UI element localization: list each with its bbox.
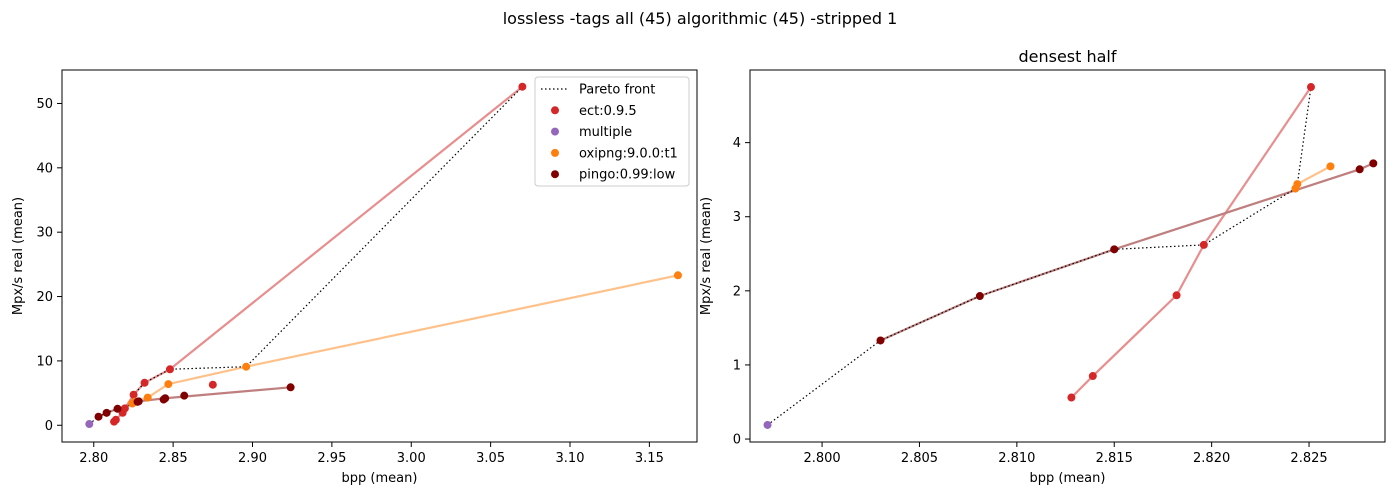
data-point-pingo-0-99-low [94,412,103,421]
plot-title: densest half [1018,47,1116,66]
y-tick-label: 10 [36,354,53,369]
data-point-oxipng-9-0-0-t1 [242,362,251,371]
x-tick-label: 2.805 [901,451,938,466]
data-point-oxipng-9-0-0-t1 [1293,180,1302,189]
data-point-pingo-0-99-low [113,404,122,413]
x-tick-label: 2.825 [1290,451,1327,466]
data-point-pingo-0-99-low [1369,159,1378,168]
plot-data [85,82,682,429]
legend-label: pingo:0.99:low [579,168,676,183]
data-point-oxipng-9-0-0-t1 [143,393,152,402]
y-tick-label: 0 [45,419,53,434]
y-tick-label: 0 [733,433,741,448]
y-axis-label: Mpx/s real (mean) [699,197,714,315]
pareto-front-line [767,86,1312,426]
data-point-pingo-0-99-low [876,336,885,345]
data-point-ect-0-9-5 [129,390,138,399]
legend-swatch-pingo-0-99-low [551,170,559,179]
data-point-ect-0-9-5 [1067,393,1076,402]
legend-label: Pareto front [579,83,655,98]
data-point-pingo-0-99-low [159,395,168,404]
data-point-ect-0-9-5 [518,82,527,91]
data-point-pingo-0-99-low [102,408,111,417]
x-tick-label: 3.10 [556,451,585,466]
x-tick-label: 3.00 [397,451,426,466]
data-point-ect-0-9-5 [120,404,129,413]
data-point-pingo-0-99-low [286,383,295,392]
series-line-ect-0-9-5 [1070,85,1313,399]
legend-swatch-multiple [551,127,559,136]
data-point-pingo-0-99-low [975,292,984,301]
data-point-multiple [85,420,94,429]
data-point-pingo-0-99-low [134,397,143,406]
data-point-ect-0-9-5 [1199,240,1208,249]
y-tick-label: 1 [733,358,741,373]
x-axis-label: bpp (mean) [342,471,418,486]
y-tick-label: 50 [36,97,53,112]
series-line-pingo-0-99-low [97,386,292,418]
data-point-oxipng-9-0-0-t1 [164,380,173,389]
plot-data [763,83,1378,429]
legend-swatch-oxipng-9-0-0-t1 [551,148,559,157]
left-plot: 2.80 2.85 2.90 2.95 3.00 3.05 3.10 3.15 0 10 20 30 4… [11,69,698,486]
legend-label: multiple [579,125,632,140]
y-tick-label: 30 [36,226,53,241]
plot-frame [749,69,1386,443]
x-tick-label: 2.85 [159,451,188,466]
data-point-ect-0-9-5 [208,380,217,389]
x-tick-label: 2.80 [79,451,108,466]
legend-label: ect:0.9.5 [579,104,637,119]
data-point-ect-0-9-5 [1088,372,1097,381]
y-tick-label: 2 [733,284,741,299]
data-point-oxipng-9-0-0-t1 [1326,162,1335,171]
data-point-pingo-0-99-low [180,391,189,400]
x-tick-label: 3.05 [476,451,505,466]
plot-frame [61,69,698,443]
data-point-pingo-0-99-low [1355,165,1364,174]
y-tick-label: 4 [733,136,741,151]
x-tick-label: 2.800 [803,451,840,466]
y-axis-label: Mpx/s real (mean) [11,197,26,315]
y-tick-label: 40 [36,161,53,176]
right-plot-densest-half: densest half 2.800 2.805 2.810 2.815 2.820 2.8… [699,47,1386,486]
data-point-ect-0-9-5 [1172,291,1181,300]
data-point-pingo-0-99-low [1110,245,1119,254]
x-tick-label: 2.90 [238,451,267,466]
legend-frame [534,76,690,187]
x-tick-label: 2.810 [998,451,1035,466]
legend-swatch-ect-0-9-5 [551,106,559,115]
figure-title: lossless -tags all (45) algorithmic (45)… [503,9,898,28]
y-tick-label: 20 [36,290,53,305]
y-tick-label: 3 [733,210,741,225]
data-point-ect-0-9-5 [111,415,120,424]
legend-label: oxipng:9.0.0:t1 [579,146,678,161]
data-point-oxipng-9-0-0-t1 [673,271,682,280]
series-line-ect-0-9-5 [112,85,524,423]
x-tick-label: 2.95 [317,451,346,466]
legend: Pareto front ect:0.9.5 multiple oxipng:9.0.… [534,76,690,187]
data-point-ect-0-9-5 [1306,83,1315,92]
x-axis-label: bpp (mean) [1030,471,1106,486]
x-tick-label: 2.815 [1096,451,1133,466]
pareto-front-line [88,86,523,425]
data-point-ect-0-9-5 [140,378,149,387]
x-tick-label: 3.15 [635,451,664,466]
data-point-multiple [763,420,772,429]
series-line-pingo-0-99-low [879,162,1375,342]
data-point-ect-0-9-5 [165,365,174,374]
x-tick-label: 2.820 [1193,451,1230,466]
